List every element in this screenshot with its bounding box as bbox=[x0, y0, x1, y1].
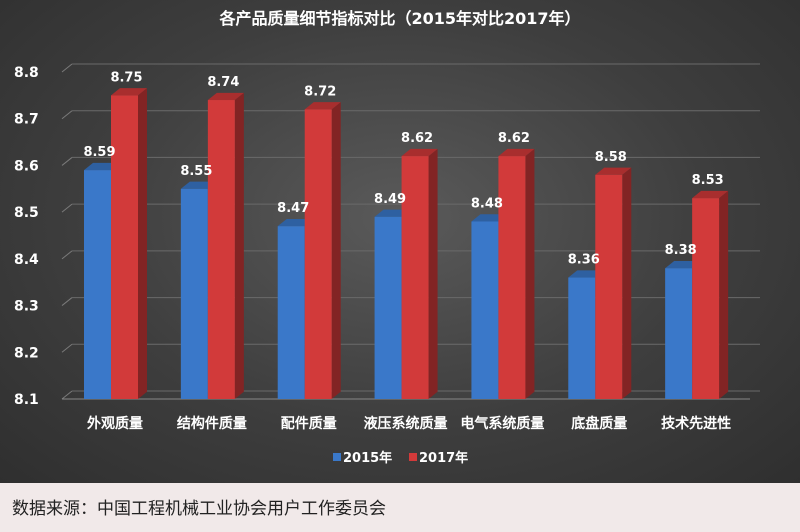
y-tick-label: 8.2 bbox=[14, 345, 39, 361]
category-label: 技术先进性 bbox=[661, 415, 731, 432]
gridline-diag bbox=[61, 63, 73, 73]
bar-value-label: 8.62 bbox=[498, 131, 530, 146]
gridline-diag bbox=[61, 343, 73, 353]
bar-value-label: 8.58 bbox=[595, 150, 627, 165]
category-label: 电气系统质量 bbox=[460, 415, 544, 432]
legend-swatch bbox=[333, 453, 341, 461]
gridline-diag bbox=[61, 157, 73, 166]
bar-2017 bbox=[111, 88, 147, 400]
y-tick-label: 8.6 bbox=[14, 158, 39, 174]
y-tick-label: 8.1 bbox=[14, 392, 39, 408]
gridline-diag bbox=[61, 297, 73, 306]
bar-value-label: 8.36 bbox=[568, 253, 600, 268]
bar-value-label: 8.49 bbox=[374, 192, 406, 207]
bar-chart: 8.1 8.2 8.3 8.4 8.5 8.6 8.7 8.8 8.59 8.75 外观质量 8.55… bbox=[14, 9, 760, 466]
chart-panel: 8.1 8.2 8.3 8.4 8.5 8.6 8.7 8.8 8.59 8.75 外观质量 8.55… bbox=[0, 0, 800, 483]
source-bar: 数据来源：中国工程机械工业协会用户工作委员会 bbox=[0, 483, 800, 532]
category-label: 结构件质量 bbox=[177, 415, 247, 432]
bar-value-label: 8.59 bbox=[83, 145, 115, 160]
bar-2017 bbox=[304, 102, 341, 400]
bar-value-label: 8.47 bbox=[277, 201, 309, 216]
category-label: 外观质量 bbox=[87, 415, 143, 432]
bar-2017 bbox=[595, 167, 632, 399]
bar-value-label: 8.74 bbox=[207, 75, 239, 90]
bar-2017 bbox=[692, 190, 729, 399]
chart-title: 各产品质量细节指标对比（2015年对比2017年） bbox=[218, 9, 580, 28]
legend-label: 2017年 bbox=[419, 450, 468, 466]
y-tick-label: 8.3 bbox=[14, 299, 39, 315]
bar-value-label: 8.62 bbox=[401, 131, 433, 146]
gridline-diag bbox=[61, 250, 73, 260]
legend-label: 2015年 bbox=[343, 450, 392, 466]
bar-value-label: 8.75 bbox=[110, 70, 142, 85]
bar-value-label: 8.53 bbox=[692, 173, 724, 188]
legend-swatch bbox=[409, 453, 417, 461]
bar-2017 bbox=[207, 92, 244, 400]
gridline-diag bbox=[61, 203, 73, 213]
bar-2017 bbox=[498, 148, 535, 399]
gridline-diag bbox=[61, 110, 73, 120]
bar-value-label: 8.72 bbox=[304, 84, 336, 99]
y-tick-label: 8.5 bbox=[14, 205, 39, 221]
gridline-diag bbox=[61, 390, 73, 400]
y-tick-label: 8.7 bbox=[14, 112, 39, 128]
source-note: 数据来源：中国工程机械工业协会用户工作委员会 bbox=[12, 499, 386, 519]
category-label: 配件质量 bbox=[281, 415, 337, 432]
bar-value-label: 8.55 bbox=[180, 164, 212, 179]
bar-2017 bbox=[401, 148, 438, 399]
category-label: 底盘质量 bbox=[571, 415, 627, 432]
y-tick-label: 8.4 bbox=[14, 252, 39, 268]
category-label: 液压系统质量 bbox=[364, 415, 448, 432]
bar-value-label: 8.38 bbox=[665, 243, 697, 258]
bar-value-label: 8.48 bbox=[471, 196, 503, 211]
y-tick-label: 8.8 bbox=[14, 65, 39, 81]
